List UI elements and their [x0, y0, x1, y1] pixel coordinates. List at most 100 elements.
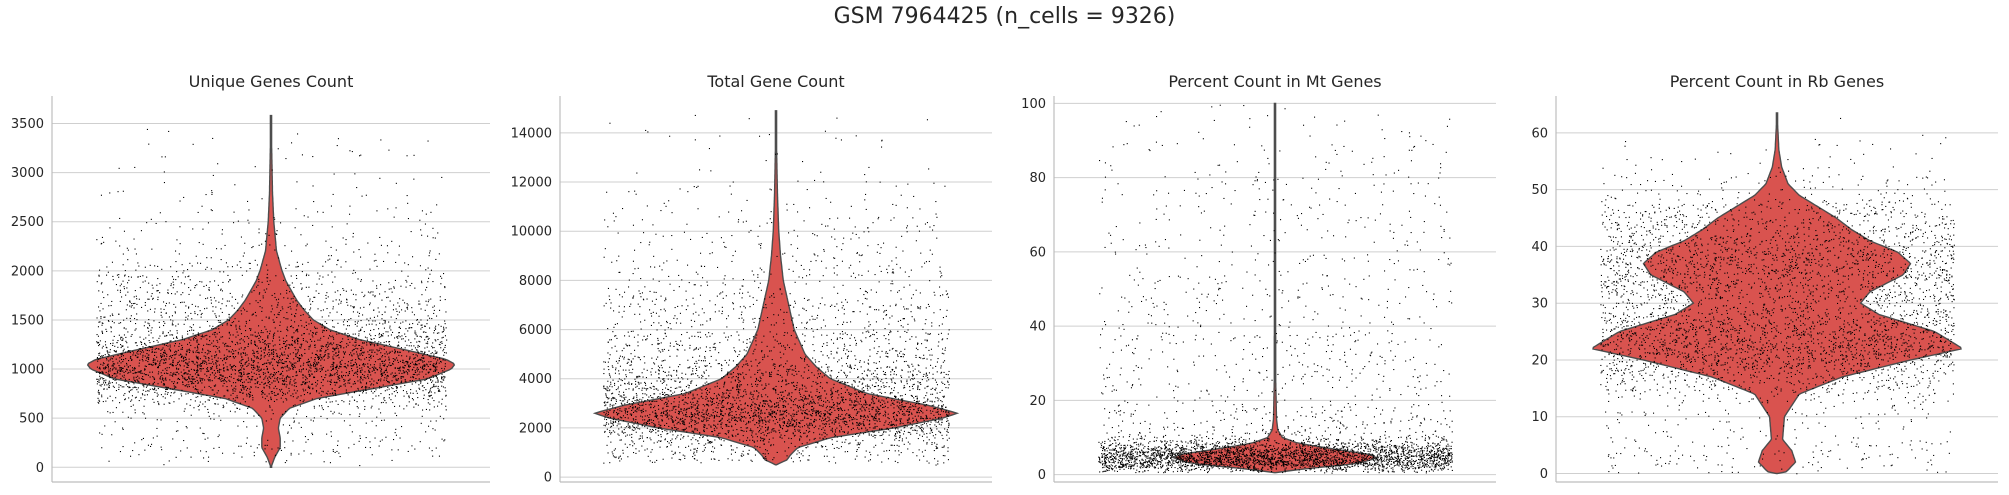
data-point	[423, 353, 425, 355]
data-point	[361, 195, 363, 197]
data-point	[441, 341, 443, 343]
data-point	[165, 359, 167, 361]
data-point	[760, 436, 762, 438]
data-point	[134, 380, 136, 382]
data-point	[235, 328, 237, 330]
data-point	[674, 307, 676, 309]
data-point	[853, 380, 855, 382]
data-point	[112, 385, 114, 387]
data-point	[181, 301, 183, 303]
data-point	[273, 387, 275, 389]
data-point	[353, 307, 355, 309]
data-point	[710, 414, 712, 416]
data-point	[856, 422, 858, 424]
data-point	[675, 438, 677, 440]
data-point	[119, 373, 121, 375]
data-point	[391, 372, 393, 374]
data-point	[351, 355, 353, 357]
data-point	[215, 315, 217, 317]
data-point	[635, 431, 637, 433]
data-point	[164, 368, 166, 370]
data-point	[382, 384, 384, 386]
data-point	[340, 347, 342, 349]
data-point	[197, 351, 199, 353]
data-point	[924, 449, 926, 451]
data-point	[422, 409, 424, 411]
data-point	[443, 348, 445, 350]
data-point	[327, 259, 329, 261]
data-point	[359, 307, 361, 309]
data-point	[213, 369, 215, 371]
data-point	[321, 356, 323, 358]
data-point	[384, 320, 386, 322]
data-point	[394, 367, 396, 369]
data-point	[406, 303, 408, 305]
data-point	[126, 368, 128, 370]
data-point	[119, 370, 121, 372]
data-point	[122, 367, 124, 369]
data-point	[297, 331, 299, 333]
data-point	[343, 401, 345, 403]
data-point	[419, 371, 421, 373]
data-point	[263, 349, 265, 351]
data-point	[172, 365, 174, 367]
data-point	[442, 331, 444, 333]
data-point	[856, 455, 858, 457]
data-point	[198, 409, 200, 411]
data-point	[249, 328, 251, 330]
data-point	[298, 370, 300, 372]
data-point	[790, 399, 792, 401]
data-point	[317, 356, 319, 358]
data-point	[688, 407, 690, 409]
data-point	[349, 382, 351, 384]
data-point	[111, 376, 113, 378]
data-point	[361, 291, 363, 293]
data-point	[253, 290, 255, 292]
data-point	[188, 275, 190, 277]
data-point	[340, 413, 342, 415]
data-point	[218, 434, 220, 436]
data-point	[274, 454, 276, 456]
data-point	[98, 392, 100, 394]
data-point	[344, 351, 346, 353]
data-point	[423, 364, 425, 366]
data-point	[247, 387, 249, 389]
data-point	[408, 401, 410, 403]
data-point	[150, 329, 152, 331]
data-point	[314, 360, 316, 362]
data-point	[770, 189, 772, 191]
data-point	[121, 367, 123, 369]
data-point	[292, 327, 294, 329]
data-point	[114, 376, 116, 378]
data-point	[331, 393, 333, 395]
data-point	[137, 353, 139, 355]
data-point	[339, 385, 341, 387]
data-point	[416, 367, 418, 369]
data-point	[407, 304, 409, 306]
data-point	[145, 344, 147, 346]
data-point	[103, 368, 105, 370]
data-point	[225, 362, 227, 364]
data-point	[430, 361, 432, 363]
data-point	[617, 388, 619, 390]
data-point	[242, 382, 244, 384]
data-point	[243, 385, 245, 387]
data-point	[378, 341, 380, 343]
data-point	[305, 376, 307, 378]
data-point	[117, 289, 119, 291]
data-point	[444, 320, 446, 322]
data-point	[405, 336, 407, 338]
data-point	[326, 292, 328, 294]
data-point	[304, 308, 306, 310]
data-point	[418, 300, 420, 302]
data-point	[260, 354, 262, 356]
data-point	[202, 432, 204, 434]
data-point	[370, 356, 372, 358]
data-point	[160, 394, 162, 396]
data-point	[212, 372, 214, 374]
data-point	[371, 454, 373, 456]
data-point	[375, 395, 377, 397]
data-point	[423, 360, 425, 362]
data-point	[267, 372, 269, 374]
data-point	[135, 372, 137, 374]
